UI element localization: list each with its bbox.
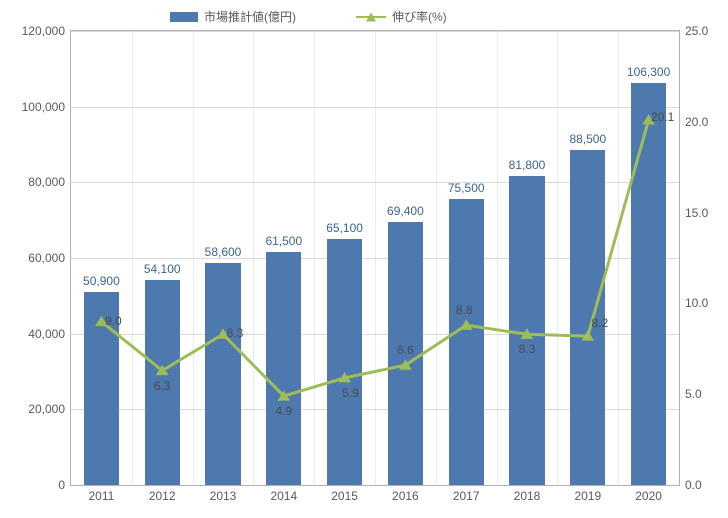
line-value-label: 8.8 — [456, 303, 473, 317]
legend: 市場推計値(億円) 伸び率(%) — [170, 8, 447, 25]
category-divider — [375, 31, 376, 485]
right-axis-tick: 15.0 — [685, 206, 708, 220]
bar — [327, 239, 362, 485]
x-axis-tick: 2013 — [210, 489, 237, 503]
x-axis-tick: 2018 — [514, 489, 541, 503]
bar-value-label: 81,800 — [509, 158, 546, 172]
bar-value-label: 106,300 — [627, 65, 670, 79]
bar-value-label: 75,500 — [448, 181, 485, 195]
left-axis-tick: 20,000 — [28, 402, 65, 416]
bar-value-label: 54,100 — [144, 262, 181, 276]
bar — [509, 176, 544, 485]
bar — [449, 199, 484, 485]
category-divider — [132, 31, 133, 485]
bar-value-label: 61,500 — [265, 234, 302, 248]
bar-value-label: 88,500 — [569, 132, 606, 146]
category-divider — [618, 31, 619, 485]
line-value-label: 4.9 — [275, 404, 292, 418]
left-axis-tick: 0 — [58, 478, 65, 492]
line-value-label: 8.3 — [519, 342, 536, 356]
bar — [205, 263, 240, 485]
x-axis-tick: 2012 — [149, 489, 176, 503]
left-axis-tick: 100,000 — [22, 100, 65, 114]
right-axis-tick: 20.0 — [685, 115, 708, 129]
category-divider — [253, 31, 254, 485]
x-axis-tick: 2014 — [270, 489, 297, 503]
x-axis-tick: 2020 — [635, 489, 662, 503]
left-axis-tick: 120,000 — [22, 24, 65, 38]
bar-value-label: 50,900 — [83, 274, 120, 288]
category-divider — [557, 31, 558, 485]
bar-value-label: 58,600 — [205, 245, 242, 259]
x-axis-tick: 2019 — [574, 489, 601, 503]
line-value-label: 5.9 — [342, 386, 359, 400]
left-axis-tick: 80,000 — [28, 175, 65, 189]
plot-area: 020,00040,00060,00080,000100,000120,0000… — [70, 30, 680, 486]
legend-item: 市場推計値(億円) — [170, 8, 296, 25]
left-axis-tick: 60,000 — [28, 251, 65, 265]
left-axis-tick: 40,000 — [28, 327, 65, 341]
category-divider — [193, 31, 194, 485]
legend-swatch-line — [356, 16, 386, 18]
bar — [631, 83, 666, 485]
legend-label: 伸び率(%) — [392, 8, 447, 25]
x-axis-tick: 2016 — [392, 489, 419, 503]
right-axis-tick: 0.0 — [685, 478, 702, 492]
category-divider — [497, 31, 498, 485]
legend-item: 伸び率(%) — [356, 8, 447, 25]
right-axis-tick: 10.0 — [685, 296, 708, 310]
legend-label: 市場推計値(億円) — [204, 8, 296, 25]
bar-value-label: 65,100 — [326, 221, 363, 235]
triangle-marker-icon — [366, 12, 376, 21]
line-value-label: 6.6 — [397, 343, 414, 357]
line-value-label: 20.1 — [651, 110, 674, 124]
line-value-label: 6.3 — [154, 379, 171, 393]
bar-value-label: 69,400 — [387, 204, 424, 218]
right-axis-tick: 5.0 — [685, 387, 702, 401]
x-axis-tick: 2017 — [453, 489, 480, 503]
line-value-label: 8.3 — [227, 326, 244, 340]
legend-swatch-bar — [170, 12, 198, 22]
category-divider — [436, 31, 437, 485]
right-axis-tick: 25.0 — [685, 24, 708, 38]
x-axis-tick: 2011 — [88, 489, 114, 503]
x-axis-tick: 2015 — [331, 489, 358, 503]
bar — [266, 252, 301, 485]
line-value-label: 8.2 — [591, 316, 608, 330]
category-divider — [314, 31, 315, 485]
line-value-label: 9.0 — [105, 314, 122, 328]
market-growth-chart: 0 20,000 40,000 60,000 80,000 100,000 120,000 0… — [0, 0, 728, 518]
